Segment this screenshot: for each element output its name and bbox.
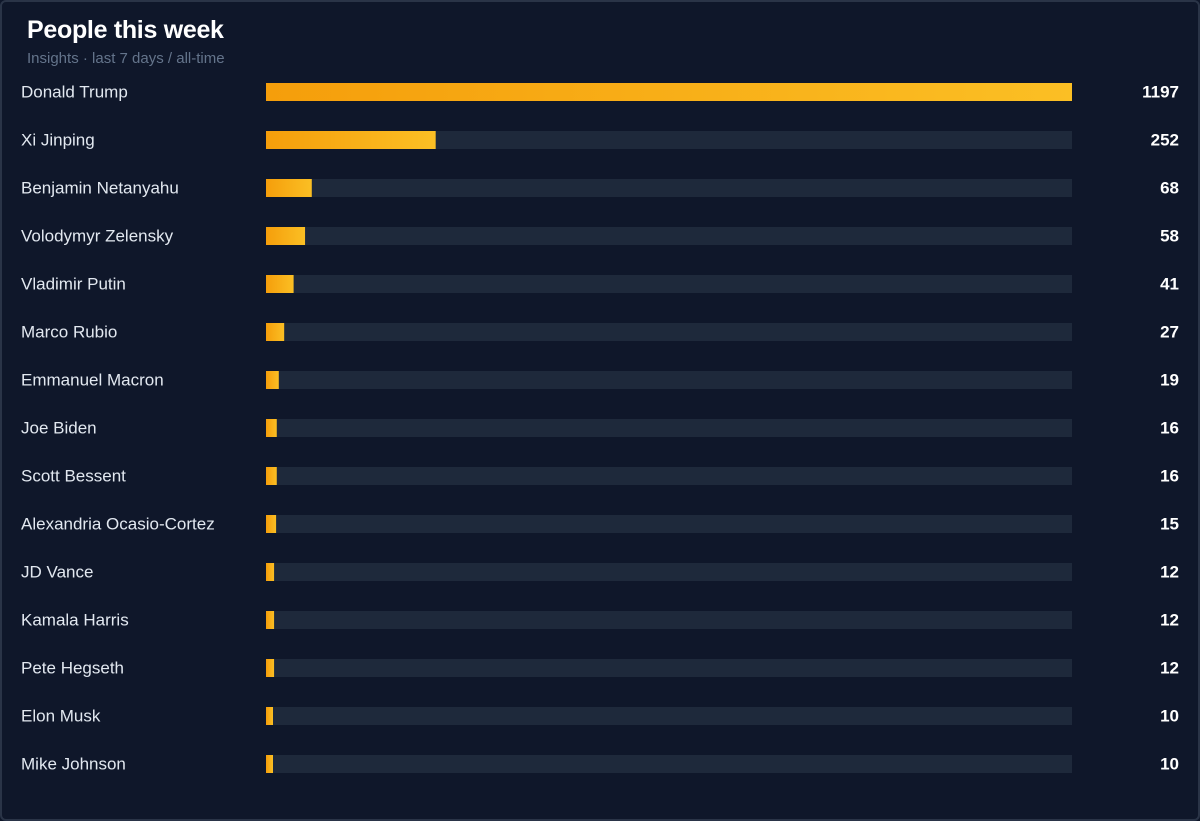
bar (266, 707, 273, 725)
bar-track (266, 323, 1072, 341)
category-label: Vladimir Putin (21, 275, 126, 294)
value-label: 10 (1160, 755, 1179, 774)
category-label: Donald Trump (21, 83, 128, 102)
bar (266, 227, 306, 245)
bar-track (266, 563, 1072, 581)
category-label: Scott Bessent (21, 467, 126, 486)
value-label: 16 (1160, 467, 1179, 486)
bar-track (266, 179, 1072, 197)
value-label: 27 (1160, 323, 1179, 342)
bar-row: Donald Trump 1197 (21, 83, 1179, 102)
bar (266, 83, 1072, 101)
value-label: 68 (1160, 179, 1179, 198)
bar-row: Elon Musk 10 (21, 707, 1179, 726)
category-label: Joe Biden (21, 419, 97, 438)
category-label: Mike Johnson (21, 755, 126, 774)
bar (266, 419, 277, 437)
bar-track (266, 707, 1072, 725)
category-label: Pete Hegseth (21, 659, 124, 678)
bar (266, 323, 285, 341)
category-label: Benjamin Netanyahu (21, 179, 179, 198)
bar-row: JD Vance 12 (21, 563, 1179, 582)
category-label: JD Vance (21, 563, 93, 582)
bar-track (266, 275, 1072, 293)
bar-track (266, 515, 1072, 533)
category-label: Volodymyr Zelensky (21, 227, 174, 246)
value-label: 16 (1160, 419, 1179, 438)
value-label: 10 (1160, 707, 1179, 726)
bar (266, 659, 275, 677)
bar-track (266, 755, 1072, 773)
value-label: 15 (1160, 515, 1179, 534)
bar (266, 275, 294, 293)
bar (266, 563, 275, 581)
bar-track (266, 131, 1072, 149)
bar-track (266, 419, 1072, 437)
bar-row: Mike Johnson 10 (21, 755, 1179, 774)
bar-row: Scott Bessent 16 (21, 467, 1179, 486)
category-label: Elon Musk (21, 707, 101, 726)
bar-row: Volodymyr Zelensky 58 (21, 227, 1179, 246)
bar-row: Kamala Harris 12 (21, 611, 1179, 630)
value-label: 1197 (1142, 83, 1179, 102)
page-title: People this week (27, 16, 224, 44)
bar-track (266, 611, 1072, 629)
bar (266, 371, 279, 389)
category-label: Kamala Harris (21, 611, 129, 630)
value-label: 58 (1160, 227, 1179, 246)
category-label: Emmanuel Macron (21, 371, 164, 390)
value-label: 41 (1160, 275, 1179, 294)
bar (266, 515, 277, 533)
value-label: 12 (1160, 563, 1179, 582)
bar (266, 755, 273, 773)
bar-track (266, 467, 1072, 485)
bar-track (266, 227, 1072, 245)
bar-row: Xi Jinping 252 (21, 131, 1179, 150)
category-label: Alexandria Ocasio-Cortez (21, 515, 215, 534)
bar-row: Marco Rubio 27 (21, 323, 1179, 342)
page-subtitle: Insights · last 7 days / all-time (27, 50, 225, 67)
bar-track (266, 371, 1072, 389)
bar (266, 611, 275, 629)
bar-row: Benjamin Netanyahu 68 (21, 179, 1179, 198)
bar-track (266, 659, 1072, 677)
category-label: Xi Jinping (21, 131, 95, 150)
bar-row: Joe Biden 16 (21, 419, 1179, 438)
bar-row: Pete Hegseth 12 (21, 659, 1179, 678)
bar-row: Vladimir Putin 41 (21, 275, 1179, 294)
bar (266, 467, 277, 485)
value-label: 12 (1160, 659, 1179, 678)
category-label: Marco Rubio (21, 323, 117, 342)
value-label: 12 (1160, 611, 1179, 630)
bar (266, 131, 436, 149)
bar (266, 179, 312, 197)
value-label: 19 (1160, 371, 1179, 390)
bar-row: Emmanuel Macron 19 (21, 371, 1179, 390)
value-label: 252 (1151, 131, 1179, 150)
bar-row: Alexandria Ocasio-Cortez 15 (21, 515, 1179, 534)
